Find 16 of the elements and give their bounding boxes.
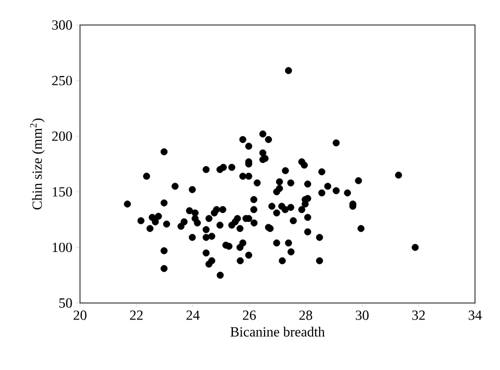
x-tick-label: 28 — [299, 310, 312, 320]
y-tick-label: 100 — [52, 242, 72, 252]
x-tick-label: 20 — [74, 310, 86, 320]
x-axis-title: Bicanine breadth — [230, 326, 325, 337]
y-tick-label: 300 — [52, 20, 72, 30]
y-axis-title: Chin size (mm$^{2}$) — [30, 118, 45, 210]
y-tick-label: 50 — [59, 298, 72, 308]
x-tick-label: 22 — [130, 310, 143, 320]
x-tick-label: 24 — [186, 310, 200, 320]
x-tick-label: 30 — [356, 310, 369, 320]
y-tick-label: 150 — [52, 187, 72, 197]
x-tick-label: 32 — [412, 310, 425, 320]
x-tick-label: 34 — [468, 310, 482, 320]
y-tick-label: 200 — [52, 131, 72, 141]
y-tick-label: 250 — [52, 76, 72, 86]
x-tick-label: 26 — [242, 310, 256, 320]
